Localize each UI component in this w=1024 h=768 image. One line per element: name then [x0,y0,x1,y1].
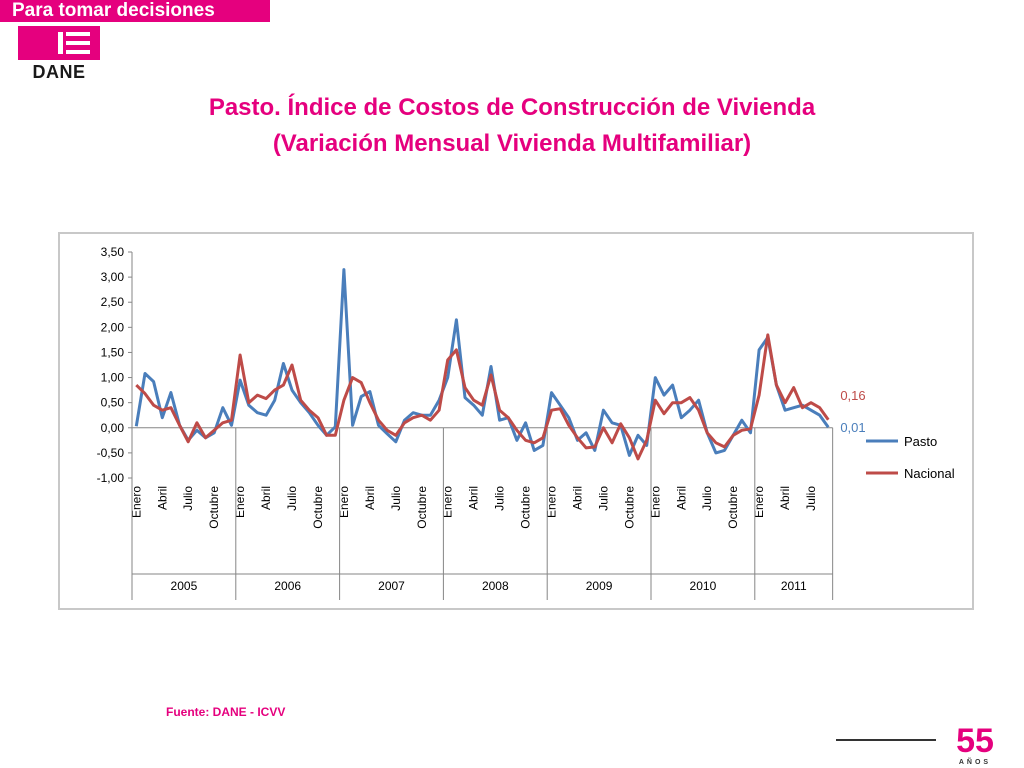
y-tick-label: 3,50 [101,245,125,259]
x-month-label: Octubre [311,486,325,529]
x-month-label: Abril [363,486,377,510]
x-month-label: Abril [155,486,169,510]
x-month-label: Enero [752,486,766,518]
x-year-label: 2010 [690,579,717,593]
x-year-label: 2005 [171,579,198,593]
x-year-label: 2007 [378,579,405,593]
legend-label-nacional: Nacional [904,466,955,481]
x-month-label: Abril [259,486,273,510]
x-month-label: Julio [389,486,403,511]
x-year-label: 2008 [482,579,509,593]
series-line-nacional [135,333,830,461]
x-month-label: Octubre [415,486,429,529]
anniversary-logo-icon: 55 AÑOS [956,722,994,766]
x-year-label: 2006 [274,579,301,593]
end-label-pasto: 0,01 [840,420,865,435]
x-month-label: Julio [700,486,714,511]
x-month-label: Abril [778,486,792,510]
x-month-label: Enero [648,486,662,518]
y-tick-label: -1,00 [97,471,125,485]
logo-text: DANE [32,62,86,82]
slogan-banner: Para tomar decisiones [0,0,270,22]
x-month-label: Enero [441,486,455,518]
y-tick-label: 3,00 [101,270,125,284]
y-tick-label: -0,50 [97,446,125,460]
footer-divider [836,739,936,741]
page-title: Pasto. Índice de Costos de Construcción … [80,90,944,162]
x-month-label: Julio [493,486,507,511]
y-tick-label: 1,50 [101,345,125,359]
x-month-label: Julio [804,486,818,511]
x-month-label: Abril [674,486,688,510]
x-month-label: Octubre [207,486,221,529]
x-month-label: Octubre [726,486,740,529]
x-month-label: Octubre [519,486,533,529]
x-year-label: 2011 [781,579,807,593]
chart-svg: 3,50 3,00 2,50 2,00 1,50 1,00 0,50 0,00 -0,50 -1,… [97,245,955,600]
x-year-label: 2009 [586,579,613,593]
slogan-text: Para tomar decisiones [12,0,215,21]
x-month-label: Enero [233,486,247,518]
anniversary-number: 55 [956,722,994,760]
y-tick-label: 2,00 [101,320,125,334]
x-month-label: Enero [337,486,351,518]
title-line-2: (Variación Mensual Vivienda Multifamilia… [272,130,752,157]
source-note: Fuente: DANE - ICVV [166,705,286,719]
y-tick-label: 2,50 [101,295,125,309]
x-month-label: Julio [596,486,610,511]
title-line-1: Pasto. Índice de Costos de Construcción … [208,94,816,121]
x-month-label: Julio [181,486,195,511]
x-month-label: Julio [285,486,299,511]
series-line-pasto [134,268,830,457]
x-month-label: Enero [129,486,143,518]
chart-container: 3,50 3,00 2,50 2,00 1,50 1,00 0,50 0,00 -0,50 -1,… [58,232,974,610]
legend-label-pasto: Pasto [904,434,937,449]
y-tick-label: 0,00 [101,421,125,435]
dane-logo-icon [18,26,100,60]
y-tick-label: 1,00 [101,371,125,385]
x-month-label: Enero [545,486,559,518]
y-tick-label: 0,50 [101,396,125,410]
anniversary-sub: AÑOS [959,757,991,766]
x-month-label: Abril [467,486,481,510]
x-month-label: Octubre [622,486,636,529]
x-month-label: Abril [570,486,584,510]
end-label-nacional: 0,16 [840,388,865,403]
